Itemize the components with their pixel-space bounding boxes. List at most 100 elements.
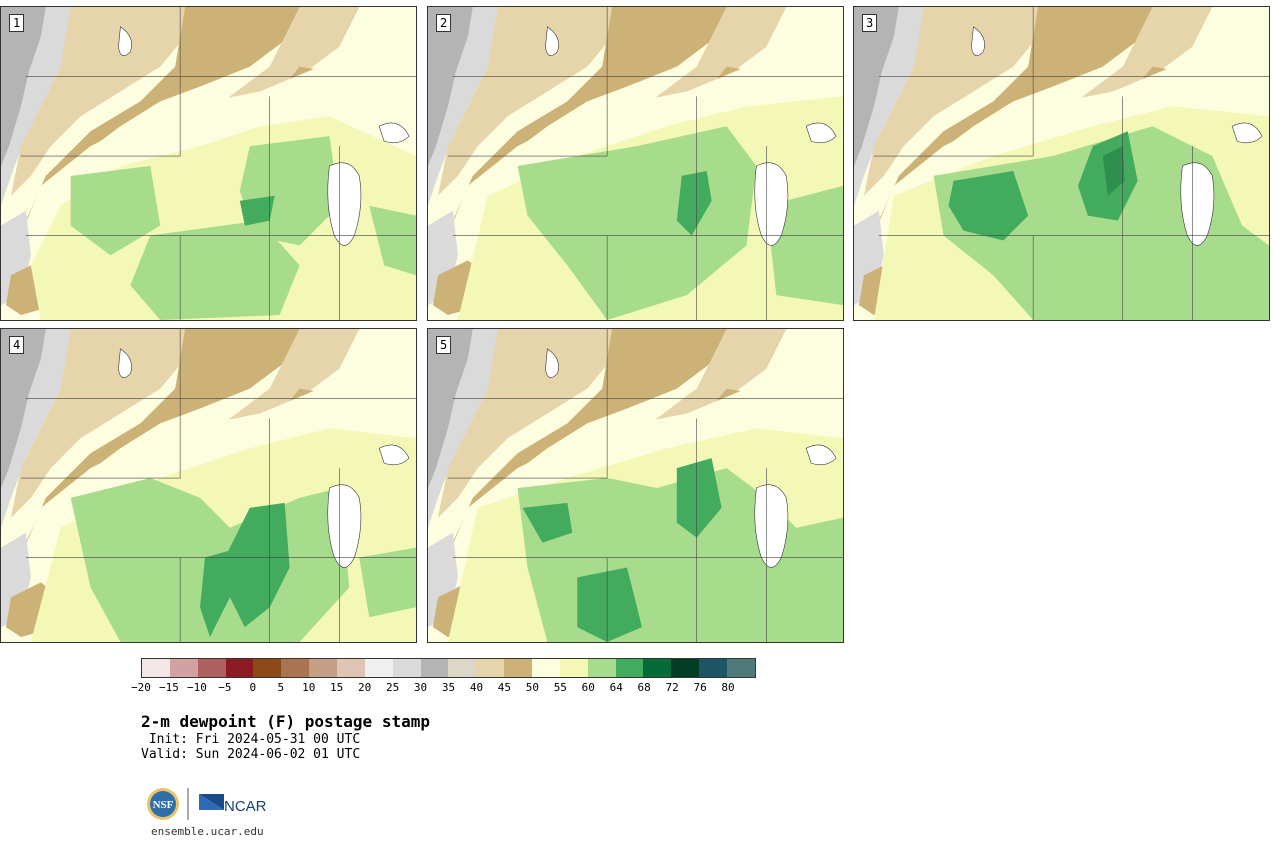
colorbar-segment	[671, 659, 700, 677]
colorbar-segment	[197, 659, 226, 677]
dewpoint-region	[359, 547, 416, 618]
svg-text:NCAR: NCAR	[224, 798, 267, 815]
figure-title: 2-m dewpoint (F) postage stamp	[141, 712, 430, 731]
colorbar-tick-label: 60	[581, 681, 595, 694]
colorbar-segment	[420, 659, 449, 677]
dewpoint-map	[854, 7, 1269, 320]
colorbar-segment	[727, 659, 755, 677]
colorbar-segment	[392, 659, 421, 677]
colorbar-tick-label: 68	[637, 681, 651, 694]
colorbar-segment	[337, 659, 365, 677]
lake	[545, 26, 559, 56]
panel-number: 5	[436, 336, 452, 354]
dewpoint-region	[1, 7, 46, 166]
map-panel-2: 2	[427, 6, 844, 321]
svg-text:NSF: NSF	[153, 799, 174, 811]
colorbar-tick-label: −20	[131, 681, 151, 694]
lake	[805, 122, 837, 144]
dewpoint-region	[428, 329, 473, 488]
dewpoint-region	[452, 7, 727, 221]
colorbar-tick-label: 72	[665, 681, 679, 694]
colorbar-tick-label: 10	[302, 681, 316, 694]
dewpoint-map	[428, 7, 843, 320]
colorbar-tick-label: 50	[525, 681, 539, 694]
valid-time: Valid: Sun 2024-06-02 01 UTC	[141, 747, 361, 762]
colorbar-tick-label: 30	[413, 681, 428, 694]
lake	[971, 26, 985, 56]
nsf-ncar-logo: NSF NCAR	[147, 788, 267, 820]
panel-number: 4	[9, 336, 25, 354]
colorbar-tick-label: 0	[249, 681, 257, 694]
colorbar-segment	[476, 659, 505, 677]
lake	[118, 26, 132, 56]
colorbar-tick-label: 35	[441, 681, 456, 694]
state-boundaries	[447, 329, 843, 642]
colorbar-segment	[448, 659, 477, 677]
dewpoint-colorbar	[141, 658, 756, 678]
dewpoint-region	[437, 329, 618, 518]
dewpoint-region	[70, 165, 161, 256]
lake	[805, 444, 837, 466]
dewpoint-region	[239, 195, 275, 226]
colorbar-segment	[281, 659, 310, 677]
colorbar-tick-label: −5	[218, 681, 232, 694]
lake	[118, 348, 132, 378]
colorbar-tick-label: 45	[497, 681, 512, 694]
colorbar-segment	[587, 659, 616, 677]
dewpoint-map	[428, 329, 843, 642]
colorbar-tick-label: 64	[609, 681, 623, 694]
dewpoint-map	[1, 329, 416, 642]
panel-number: 2	[436, 14, 452, 32]
colorbar-segment	[253, 659, 282, 677]
colorbar-tick-label: 80	[721, 681, 735, 694]
lake	[378, 444, 410, 466]
site-url: ensemble.ucar.edu	[151, 825, 264, 838]
dewpoint-region	[577, 567, 642, 642]
dewpoint-map	[1, 7, 416, 320]
dewpoint-region	[428, 7, 473, 166]
colorbar-tick-label: −15	[159, 681, 179, 694]
colorbar-tick-labels: −20 −15 −10 −5 0 5 10 15 20 25 30 35 40 45 50 55 60 64 68 7…	[131, 681, 756, 695]
dewpoint-region	[452, 329, 727, 543]
dewpoint-region	[1, 329, 46, 488]
map-panel-5: 5	[427, 328, 844, 643]
colorbar-segment	[643, 659, 672, 677]
dewpoint-region	[437, 7, 618, 196]
dewpoint-region	[854, 7, 899, 166]
dewpoint-region	[25, 7, 300, 221]
colorbar-segment	[169, 659, 198, 677]
colorbar-segment	[142, 659, 170, 677]
colorbar-tick-label: 76	[693, 681, 707, 694]
map-panel-4: 4	[0, 328, 417, 643]
colorbar-tick-label: 20	[358, 681, 372, 694]
dewpoint-region	[863, 7, 1044, 196]
lake	[378, 122, 410, 144]
state-boundaries	[873, 7, 1269, 320]
colorbar-segment	[225, 659, 254, 677]
dewpoint-region	[10, 7, 191, 196]
state-boundaries	[447, 7, 843, 320]
dewpoint-region	[1102, 146, 1125, 196]
dewpoint-region	[10, 329, 191, 518]
panel-number: 1	[9, 14, 25, 32]
init-time: Init: Fri 2024-05-31 00 UTC	[141, 732, 361, 747]
dewpoint-region	[369, 205, 416, 276]
colorbar-segment	[309, 659, 338, 677]
lake	[1231, 122, 1263, 144]
dewpoint-region	[948, 170, 1029, 241]
colorbar-segment	[532, 659, 560, 677]
map-panel-1: 1	[0, 6, 417, 321]
colorbar-segment	[699, 659, 728, 677]
dewpoint-region	[878, 7, 1153, 221]
colorbar-tick-label: 25	[385, 681, 400, 694]
map-panel-3: 3	[853, 6, 1270, 321]
colorbar-tick-label: 5	[277, 681, 285, 694]
colorbar-segment	[504, 659, 533, 677]
panel-number: 3	[862, 14, 878, 32]
dewpoint-region	[200, 547, 240, 638]
colorbar-tick-label: 15	[330, 681, 344, 694]
dewpoint-region	[676, 458, 722, 538]
colorbar-segment	[364, 659, 393, 677]
colorbar-tick-label: 55	[553, 681, 567, 694]
dewpoint-region	[219, 502, 290, 628]
